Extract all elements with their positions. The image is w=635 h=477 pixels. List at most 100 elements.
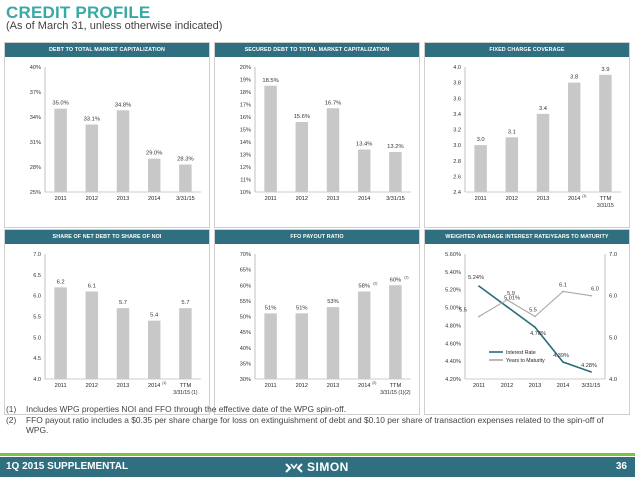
y-tick-label: 3.8 bbox=[453, 81, 461, 87]
data-label: 3.8 bbox=[570, 75, 578, 81]
series-point bbox=[562, 290, 564, 293]
simon-chevron-icon bbox=[285, 463, 303, 473]
bar bbox=[116, 308, 130, 379]
chart-title: DEBT TO TOTAL MARKET CAPITALIZATION bbox=[5, 43, 209, 57]
x-tick-label: 2013 bbox=[117, 383, 129, 389]
data-label: 3.9 bbox=[601, 67, 609, 73]
chart-title: WEIGHTED AVERAGE INTEREST RATE/YEARS TO … bbox=[425, 230, 629, 244]
y-tick-label: 3.0 bbox=[453, 143, 461, 149]
x-tick-label: 2014 bbox=[148, 383, 160, 389]
bar bbox=[389, 285, 402, 379]
brand-name: SIMON bbox=[307, 460, 349, 474]
bar bbox=[326, 108, 340, 192]
bar bbox=[264, 313, 277, 379]
data-label: 6.2 bbox=[57, 279, 65, 285]
interest-rate-maturity-chart: 4.20% 4.40% 4.60% 4.80% 5.00% 5.20% 5.40% 5.60%… bbox=[445, 252, 617, 389]
x-tick-label: 2013 bbox=[529, 383, 541, 389]
data-label: 3.0 bbox=[477, 137, 485, 143]
y-tick-label: 4.0 bbox=[33, 377, 41, 383]
data-label: 34.8% bbox=[115, 102, 131, 108]
bar bbox=[295, 122, 309, 192]
y-tick-label: 10% bbox=[240, 190, 251, 196]
footnote-text: FFO payout ratio includes a $0.35 per sh… bbox=[26, 415, 604, 435]
x-tick-label: 2011 bbox=[55, 196, 67, 202]
x-tick-footnote: (2) bbox=[372, 381, 376, 385]
x-tick-label: 2012 bbox=[296, 196, 308, 202]
ffo-payout-chart: 30% 35% 40% 45% 50% 55% 60% 65% 70% 51% 2011 51% 201… bbox=[240, 252, 411, 396]
y-tick-label: 40% bbox=[240, 346, 251, 352]
data-label: 5.9 bbox=[507, 291, 515, 297]
y-tick-label: 15% bbox=[240, 128, 251, 134]
x-tick-sublabel: 3/31/15 (1) bbox=[173, 390, 198, 396]
x-tick-label: 2012 bbox=[506, 196, 518, 202]
y-tick-label: 65% bbox=[240, 268, 251, 274]
chart-title: FIXED CHARGE COVERAGE bbox=[425, 43, 629, 57]
series-point bbox=[478, 285, 480, 288]
y-tick-label: 14% bbox=[240, 140, 251, 146]
x-tick-label: 2013 bbox=[327, 196, 339, 202]
chart-panel-net-debt-to-noi: SHARE OF NET DEBT TO SHARE OF NOI 4.0 4.5… bbox=[4, 229, 210, 415]
x-tick-label: 3/31/15 bbox=[582, 383, 601, 389]
y-tick-label: 3.6 bbox=[453, 96, 461, 102]
data-label: 13.4% bbox=[356, 142, 372, 148]
data-label: 5.24% bbox=[468, 275, 484, 281]
bar bbox=[116, 110, 130, 192]
data-label: 15.6% bbox=[294, 114, 310, 120]
legend-label: Years to Maturity bbox=[506, 358, 545, 364]
secured-debt-chart: 10% 11% 12% 13% 14% 15% 16% 17% 18% 19% 20% 18.5% 20… bbox=[240, 65, 411, 202]
series-point bbox=[534, 326, 536, 329]
y-tick-label: 11% bbox=[240, 178, 251, 184]
bar bbox=[567, 82, 581, 192]
y-tick-label: 13% bbox=[240, 153, 251, 159]
y-tick-label: 7.0 bbox=[33, 252, 41, 258]
fixed-charge-coverage-chart: 2.4 2.6 2.8 3.0 3.2 3.4 3.6 3.8 4.0 3.0 2011 3.1 201… bbox=[453, 65, 621, 209]
bar bbox=[179, 308, 192, 379]
data-label-footnote: (2) bbox=[373, 282, 377, 286]
series-point bbox=[534, 315, 536, 318]
bar bbox=[389, 152, 402, 192]
data-label: 29.0% bbox=[146, 151, 162, 157]
simon-logo: SIMON bbox=[285, 460, 349, 474]
y-tick-label: 2.4 bbox=[453, 190, 461, 196]
left-y-tick-label: 4.40% bbox=[445, 359, 461, 365]
data-label: 4.78% bbox=[530, 331, 546, 337]
data-label: 16.7% bbox=[325, 100, 341, 106]
x-tick-label: 2013 bbox=[537, 196, 549, 202]
y-tick-label: 20% bbox=[240, 65, 251, 71]
bar bbox=[264, 85, 277, 192]
x-tick-label: 2011 bbox=[55, 383, 67, 389]
series-point bbox=[562, 361, 564, 363]
footer-label: 1Q 2015 SUPPLEMENTAL bbox=[6, 461, 129, 472]
y-tick-label: 3.4 bbox=[453, 112, 461, 118]
y-tick-label: 16% bbox=[240, 115, 251, 121]
x-tick-label: TTM bbox=[390, 383, 402, 389]
x-tick-label: 2012 bbox=[86, 196, 98, 202]
y-tick-label: 31% bbox=[30, 140, 41, 146]
y-tick-label: 6.5 bbox=[33, 273, 41, 279]
data-label: 13.2% bbox=[387, 144, 403, 150]
y-tick-label: 2.6 bbox=[453, 174, 461, 180]
x-tick-label: 2014 bbox=[358, 196, 370, 202]
right-y-tick-label: 7.0 bbox=[609, 252, 617, 258]
right-y-tick-label: 6.0 bbox=[609, 294, 617, 300]
data-label: 60% bbox=[390, 277, 402, 283]
data-label: 6.0 bbox=[591, 287, 599, 293]
left-y-tick-label: 4.80% bbox=[445, 323, 461, 329]
debt-to-market-cap-chart: 25% 28% 31% 34% 37% 40% 35.0% 2011 33.1% 2012 34.8… bbox=[30, 65, 201, 202]
bar bbox=[85, 291, 99, 379]
data-label: 3.4 bbox=[539, 106, 548, 112]
left-y-tick-label: 5.20% bbox=[445, 288, 461, 294]
page-subtitle: (As of March 31, unless otherwise indica… bbox=[6, 20, 223, 32]
y-tick-label: 35% bbox=[240, 361, 251, 367]
x-tick-label: 2014 bbox=[358, 383, 370, 389]
chart-title: SHARE OF NET DEBT TO SHARE OF NOI bbox=[5, 230, 209, 244]
data-label: 6.1 bbox=[88, 284, 96, 290]
y-tick-label: 4.5 bbox=[33, 356, 41, 362]
y-tick-label: 45% bbox=[240, 330, 251, 336]
right-y-tick-label: 4.0 bbox=[609, 377, 617, 383]
bar bbox=[326, 307, 340, 379]
y-tick-label: 40% bbox=[30, 65, 41, 71]
footer-accent-rule bbox=[0, 453, 635, 456]
data-label: 5.4 bbox=[150, 313, 159, 319]
y-tick-label: 50% bbox=[240, 315, 251, 321]
